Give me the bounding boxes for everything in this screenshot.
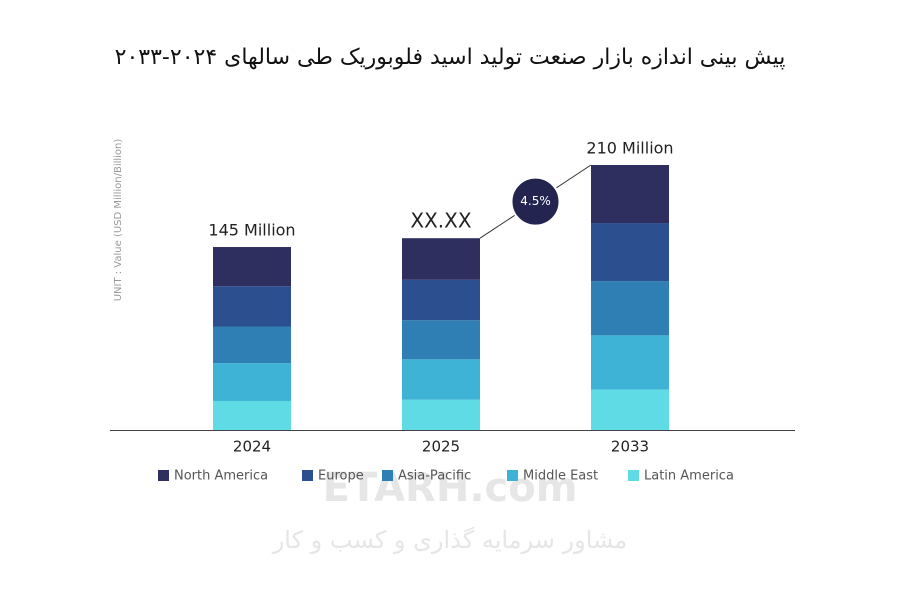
legend-label: Europe	[318, 469, 364, 484]
x-tick-label: 2024	[233, 438, 271, 456]
bar-segment	[591, 281, 669, 336]
x-tick-label: 2025	[422, 438, 460, 456]
legend-label: Latin America	[644, 469, 734, 484]
bar-segment	[402, 320, 480, 360]
bar-segment	[213, 247, 291, 287]
bar-segment	[591, 165, 669, 224]
bar-segment	[213, 326, 291, 364]
growth-label: 4.5%	[520, 194, 551, 208]
x-tick-label: 2033	[611, 438, 649, 456]
bar-segment	[402, 359, 480, 400]
watermark: مشاور سرمایه گذاری و کسب و کار	[272, 526, 628, 554]
legend-swatch	[382, 470, 393, 481]
legend-swatch	[628, 470, 639, 481]
total-label: 210 Million	[586, 139, 673, 158]
watermark: ETARH.com	[323, 465, 578, 511]
bar-segment	[402, 279, 480, 321]
y-axis-label: UNIT : Value (USD Million/Billion)	[113, 139, 124, 302]
bar-segment	[591, 223, 669, 282]
legend-label: North America	[174, 469, 268, 484]
chart-title: پیش بینی اندازه بازار صنعت تولید اسید فل…	[115, 45, 786, 70]
bar-segment	[402, 238, 480, 280]
bar-segment	[591, 335, 669, 390]
bar-segment	[213, 286, 291, 327]
total-label: XX.XX	[410, 209, 471, 233]
growth-badge	[510, 176, 561, 227]
bar-segment	[213, 400, 291, 430]
legend-label: Middle East	[523, 469, 598, 484]
legend-swatch	[302, 470, 313, 481]
bar-segment	[213, 363, 291, 401]
legend-label: Asia-Pacific	[398, 469, 471, 484]
total-label: 145 Million	[208, 221, 295, 240]
legend-swatch	[158, 470, 169, 481]
bar-segment	[591, 389, 669, 430]
bar-segment	[402, 399, 480, 430]
legend-swatch	[507, 470, 518, 481]
